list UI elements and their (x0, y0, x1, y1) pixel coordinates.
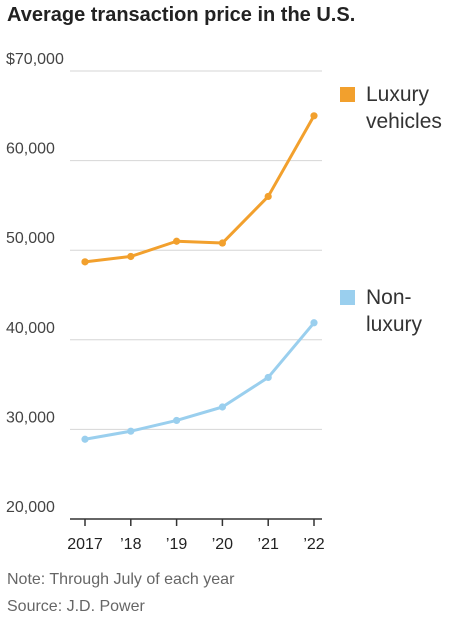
data-point (264, 192, 272, 201)
data-point (127, 427, 135, 435)
note-text: Note: Through July of each year (7, 571, 235, 588)
data-point (218, 239, 226, 247)
legend-label: Non- (366, 286, 412, 309)
legend-label: vehicles (366, 110, 442, 133)
x-tick-label: ’19 (166, 536, 187, 553)
data-point (264, 373, 272, 382)
legend-label: Luxury (366, 83, 430, 106)
y-tick-label: $70,000 (6, 51, 64, 68)
x-tick-label: ’21 (258, 536, 279, 553)
x-tick-label: ’20 (212, 536, 233, 553)
chart-title: Average transaction price in the U.S. (7, 4, 356, 26)
gridlines (70, 70, 322, 430)
y-tick-label: 60,000 (6, 141, 55, 158)
source-text: Source: J.D. Power (7, 598, 145, 615)
series-lines (81, 112, 318, 443)
x-tick-label: 2017 (67, 536, 103, 553)
data-point (310, 112, 318, 120)
y-axis-labels: $70,000 60,000 50,000 40,000 30,000 20,000 (6, 51, 64, 516)
y-tick-label: 40,000 (6, 320, 55, 337)
legend-swatch (340, 290, 355, 305)
data-point (173, 237, 181, 245)
legend: Luxury vehicles Non-luxury (340, 83, 442, 336)
x-axis: 2017 ’18 ’19 ’20 ’21 ’22 (67, 518, 325, 553)
y-tick-label: 30,000 (6, 409, 55, 426)
data-point (218, 403, 226, 411)
legend-label: luxury (366, 313, 423, 336)
legend-swatch (340, 87, 355, 102)
data-point (81, 435, 89, 443)
series-line-1 (83, 321, 316, 441)
x-tick-label: ’18 (120, 536, 141, 553)
data-point (173, 416, 181, 425)
data-point (310, 319, 318, 327)
y-tick-label: 20,000 (6, 499, 55, 516)
data-point (127, 252, 135, 261)
series-line-0 (83, 114, 316, 264)
x-tick-label: ’22 (303, 536, 324, 553)
y-tick-label: 50,000 (6, 230, 55, 247)
data-point (81, 258, 89, 266)
